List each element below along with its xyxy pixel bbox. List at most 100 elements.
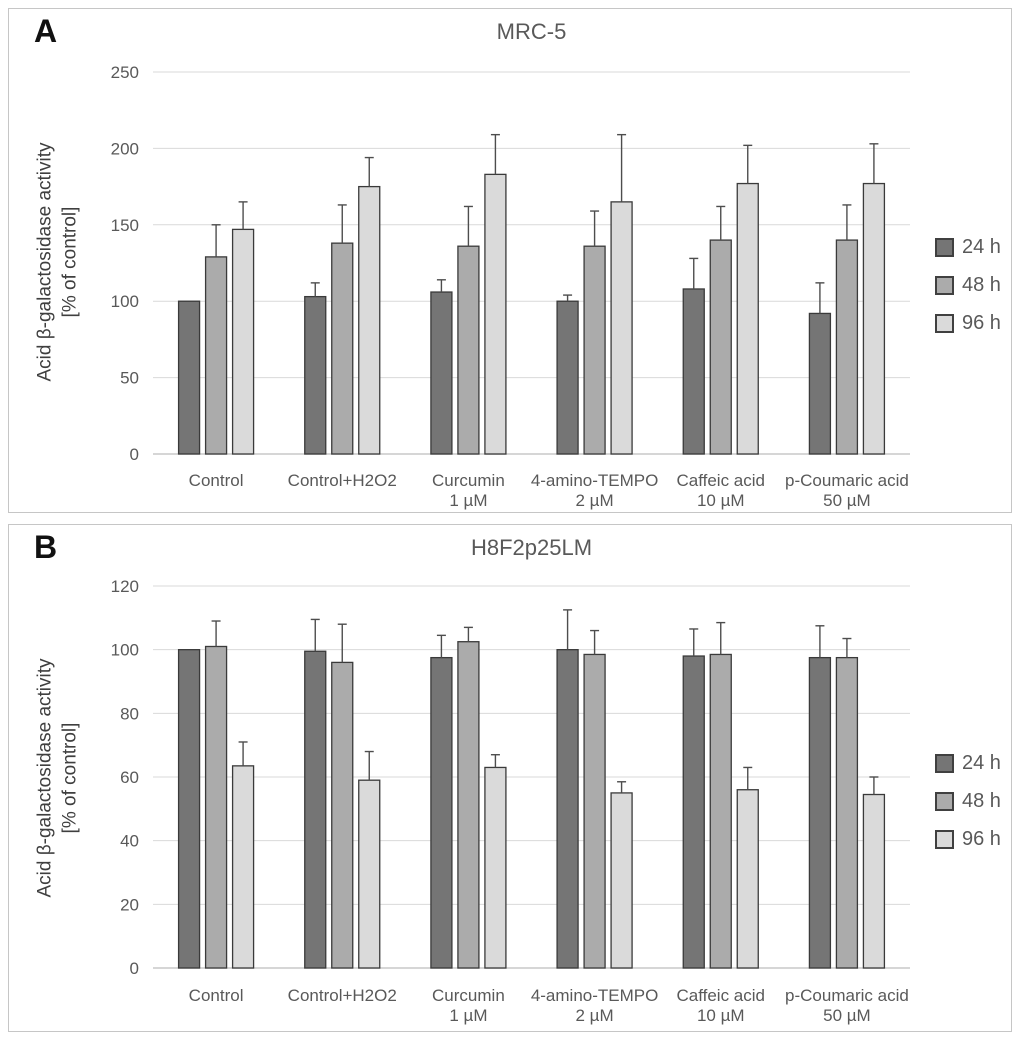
bar-96h-cat1: [358, 779, 381, 969]
x-category-sublabel: 2 µM: [576, 1006, 614, 1025]
legend-item-48h: 48 h: [935, 274, 1001, 297]
bar-96h-cat1: [358, 185, 381, 455]
y-tick-label: 100: [111, 292, 139, 311]
legend-label-24h: 24 h: [962, 752, 1001, 774]
legend-item-48h: 48 h: [935, 790, 1001, 813]
x-category-label: p-Coumaric acid: [785, 471, 909, 490]
bar-24h-cat4: [682, 288, 705, 455]
bar-96h-cat5: [862, 793, 886, 969]
bar-24h-cat5: [808, 312, 832, 455]
bar-48h-cat0: [204, 256, 228, 455]
legend-swatch-96h-icon: [935, 830, 954, 849]
panel-a-legend: 24 h 48 h 96 h: [935, 236, 1001, 335]
legend-label-96h: 96 h: [962, 828, 1001, 850]
y-tick-label: 0: [130, 445, 139, 464]
y-tick-label: 200: [111, 139, 139, 158]
panel-a-y-axis-label: Acid β-galactosidase activity [% of cont…: [33, 142, 82, 381]
y-tick-label: 120: [111, 577, 139, 596]
bar-48h-cat4: [709, 653, 732, 969]
bar-48h-cat1: [331, 242, 354, 455]
y-tick-label: 20: [120, 895, 139, 914]
bar-96h-cat2: [484, 173, 507, 455]
panel-b-y-axis-label: Acid β-galactosidase activity [% of cont…: [33, 658, 82, 897]
legend-swatch-24h-icon: [935, 754, 954, 773]
x-category-sublabel: 50 µM: [823, 1006, 871, 1025]
bar-24h-cat2: [430, 291, 453, 455]
panel-a-title: MRC-5: [496, 19, 567, 44]
panel-b-title: H8F2p25LM: [470, 535, 593, 560]
bar-96h-cat0: [231, 765, 255, 969]
x-category-sublabel: 10 µM: [697, 491, 745, 510]
bar-96h-cat0: [231, 228, 255, 455]
bar-24h-cat3: [556, 300, 579, 455]
x-category-label: p-Coumaric acid: [785, 986, 909, 1005]
legend-item-96h: 96 h: [935, 828, 1001, 851]
y-tick-label: 40: [120, 832, 139, 851]
x-category-sublabel: 10 µM: [697, 1006, 745, 1025]
y-axis-label-line2: [% of control]: [59, 722, 80, 834]
x-category-label: Curcumin: [432, 471, 505, 490]
bar-48h-cat2: [457, 245, 480, 455]
x-category-label: Control+H2O2: [288, 471, 397, 490]
bar-96h-cat5: [862, 182, 886, 455]
x-category-label: 4-amino-TEMPO: [531, 471, 659, 490]
panel-a-letter: A: [34, 13, 58, 49]
panel-b: 0 20 40 60 80 100 120 Control Control+H2O2 Curcum…: [8, 524, 1012, 1032]
legend-swatch-96h-icon: [935, 314, 954, 333]
y-axis-label-line2: [% of control]: [59, 206, 80, 318]
legend-label-48h: 48 h: [962, 790, 1001, 812]
x-category-label: Control: [189, 471, 244, 490]
y-tick-label: 0: [130, 959, 139, 978]
y-axis-label-line1: Acid β-galactosidase activity: [34, 658, 56, 898]
bar-48h-cat2: [457, 641, 480, 969]
bar-24h-cat2: [430, 656, 453, 969]
legend-item-24h: 24 h: [935, 236, 1001, 259]
x-category-sublabel: 50 µM: [823, 491, 871, 510]
x-category-sublabel: 1 µM: [449, 491, 487, 510]
legend-item-96h: 96 h: [935, 312, 1001, 335]
y-tick-label: 250: [111, 63, 139, 82]
panel-a: 0 50 100 150 200 250 Control Control+H2O2 Curcum…: [8, 8, 1012, 513]
bar-48h-cat5: [835, 656, 859, 969]
bar-24h-cat0: [177, 300, 201, 455]
panel-b-letter: B: [34, 529, 58, 565]
bar-48h-cat3: [583, 653, 606, 969]
bar-24h-cat1: [304, 295, 327, 455]
x-category-label: Curcumin: [432, 986, 505, 1005]
x-category-label: Caffeic acid: [676, 986, 765, 1005]
bar-24h-cat4: [682, 655, 705, 969]
x-category-sublabel: 1 µM: [449, 1006, 487, 1025]
bar-48h-cat3: [583, 245, 606, 455]
panel-b-legend: 24 h 48 h 96 h: [935, 752, 1001, 851]
bar-48h-cat4: [709, 239, 732, 455]
y-tick-label: 80: [120, 704, 139, 723]
legend-swatch-48h-icon: [935, 276, 954, 295]
y-tick-label: 100: [111, 641, 139, 660]
bar-24h-cat1: [304, 650, 327, 969]
bar-48h-cat5: [835, 239, 859, 455]
panel-a-chart: 0 50 100 150 200 250 Control Control+H2O2 Curcum…: [111, 63, 910, 510]
legend-swatch-24h-icon: [935, 238, 954, 257]
x-category-label: Control: [189, 986, 244, 1005]
bar-96h-cat3: [610, 201, 633, 455]
legend-label-96h: 96 h: [962, 312, 1001, 334]
x-category-sublabel: 2 µM: [576, 491, 614, 510]
y-tick-label: 50: [120, 369, 139, 388]
bar-24h-cat3: [556, 649, 579, 969]
y-tick-label: 60: [120, 768, 139, 787]
y-tick-label: 150: [111, 216, 139, 235]
bar-96h-cat4: [736, 182, 759, 455]
legend-label-48h: 48 h: [962, 274, 1001, 296]
bar-24h-cat5: [808, 656, 832, 969]
bar-48h-cat0: [204, 645, 228, 969]
bar-96h-cat4: [736, 789, 759, 969]
x-category-label: Control+H2O2: [288, 986, 397, 1005]
panel-b-chart: 0 20 40 60 80 100 120 Control Control+H2O2 Curcum…: [111, 577, 910, 1025]
legend-item-24h: 24 h: [935, 752, 1001, 775]
legend-swatch-48h-icon: [935, 792, 954, 811]
x-category-label: Caffeic acid: [676, 471, 765, 490]
legend-label-24h: 24 h: [962, 236, 1001, 258]
bar-96h-cat3: [610, 792, 633, 969]
y-axis-label-line1: Acid β-galactosidase activity: [34, 142, 56, 382]
